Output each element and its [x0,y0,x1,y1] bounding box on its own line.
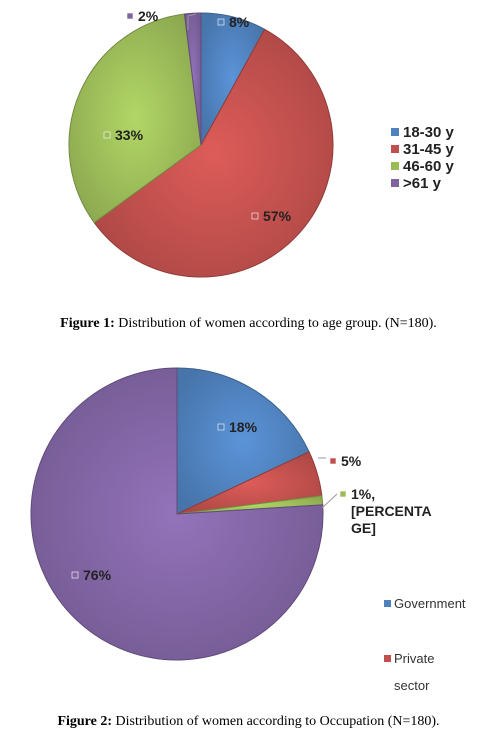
legend-swatch-0 [391,128,399,136]
data-label-18-30: 8% [217,14,250,30]
figure-1-chart: 8% 57% 33% 2% 18-30 y 31-45 y 46-60 y >61 y [0,0,497,300]
data-label-third-text: [PERCENTA [351,503,432,519]
data-label-31-45-text: 57% [263,208,292,224]
figure-1-caption-text: Distribution of women according to age g… [118,316,437,331]
pie-slice-0 [176,367,310,515]
legend-swatch-0 [384,600,391,607]
pie-slice-3 [183,12,202,146]
figure-2-chart: 18% 5% 1%, [PERCENTA GE] 76% Government Private… [0,362,497,702]
legend: Government Private sector [384,596,466,693]
data-label-government: 18% [217,419,258,435]
data-label-over-61: 2% [126,8,159,24]
figure-2-caption-prefix: Figure 2: [57,714,113,729]
data-label-private-sector: 5% [329,453,362,469]
data-label-31-45: 57% [251,208,292,224]
figure-2-caption-text: Distribution of women according to Occup… [115,714,440,729]
pie-slice-1 [93,28,334,278]
legend-swatch-1 [391,145,399,153]
data-label-18-30-marker [217,18,225,26]
data-label-fourth-text: 76% [83,567,112,583]
legend-swatch-3 [391,179,399,187]
legend-swatch-2 [391,162,399,170]
age-group-pie-chart: 8% 57% 33% 2% 18-30 y31-45 y46-60 y>61 y [68,8,455,278]
pie-slice-2 [68,13,202,224]
data-label-private-sector-marker [329,457,337,465]
data-label-third-marker [339,490,347,498]
legend-entry-2: 46-60 y [403,158,455,175]
legend-entry-3: >61 y [403,175,442,192]
legend-entry-1: sector [394,678,430,693]
figure-1-caption-prefix: Figure 1: [60,316,115,331]
legend-entry-0: 18-30 y [403,124,455,141]
data-label-fourth: 76% [71,567,112,583]
data-label-fourth-marker [71,571,79,579]
pie-slice-3 [30,367,324,661]
leader-line-2pct [187,13,197,30]
data-label-third-text: 1%, [351,486,375,502]
leader-line-1pct [321,493,338,509]
data-label-18-30-text: 8% [229,14,250,30]
data-label-over-61-marker [126,12,134,20]
figure-1-caption: Figure 1: Distribution of women accordin… [0,316,497,332]
legend-entry-1: 31-45 y [403,141,455,158]
data-label-government-marker [217,423,225,431]
data-label-government-text: 18% [229,419,258,435]
figure-2-caption: Figure 2: Distribution of women accordin… [0,714,497,730]
data-label-46-60-text: 33% [115,127,144,143]
legend-swatch-1 [384,655,391,662]
legend: 18-30 y31-45 y46-60 y>61 y [391,124,455,192]
data-label-private-sector-text: 5% [341,453,362,469]
data-label-46-60: 33% [103,127,144,143]
legend-entry-1: Private [394,651,434,666]
data-label-third-text: GE] [351,520,376,536]
data-label-over-61-text: 2% [138,8,159,24]
data-label-46-60-marker [103,131,111,139]
legend-entry-0: Government [394,596,466,611]
data-label-31-45-marker [251,212,259,220]
